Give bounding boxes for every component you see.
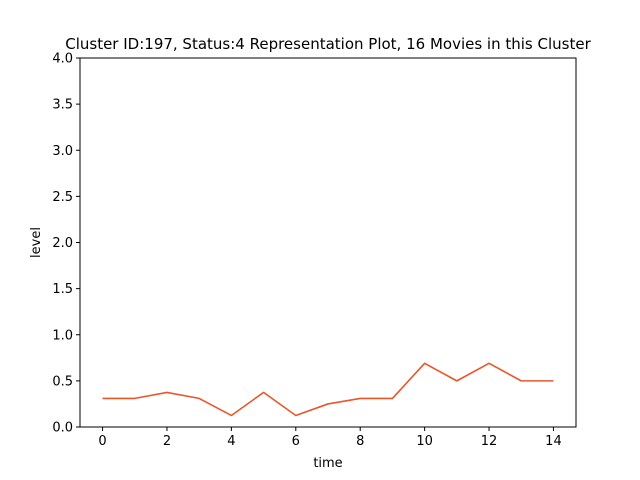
x-tick-label: 4 xyxy=(227,434,235,449)
y-tick-label: 3.0 xyxy=(52,144,73,159)
y-tick-label: 4.0 xyxy=(52,52,73,67)
y-tick-label: 2.5 xyxy=(52,190,73,205)
x-tick-label: 6 xyxy=(292,434,300,449)
chart-title: Cluster ID:197, Status:4 Representation … xyxy=(65,35,591,53)
series-line xyxy=(102,362,554,417)
y-tick-label: 1.0 xyxy=(52,328,73,343)
y-tick-label: 3.5 xyxy=(52,98,73,113)
x-tick-label: 14 xyxy=(545,434,562,449)
y-axis-label: level xyxy=(29,227,44,258)
y-tick-label: 1.5 xyxy=(52,282,73,297)
x-axis-label: time xyxy=(313,456,342,471)
x-tick-label: 10 xyxy=(416,434,433,449)
x-tick-label: 8 xyxy=(356,434,364,449)
y-tick-label: 2.0 xyxy=(52,236,73,251)
plot-area: 0 2 4 6 8 10 12 14 0.0 0.5 1.0 1.5 2.0 2.5 3.0 3.5 4.0 xyxy=(52,52,561,450)
x-tick-label: 0 xyxy=(98,434,106,449)
axes-frame xyxy=(79,57,577,428)
x-tick-label: 12 xyxy=(481,434,498,449)
y-tick-label: 0.5 xyxy=(52,374,73,389)
x-tick-label: 2 xyxy=(163,434,171,449)
y-tick-label: 0.0 xyxy=(52,421,73,436)
